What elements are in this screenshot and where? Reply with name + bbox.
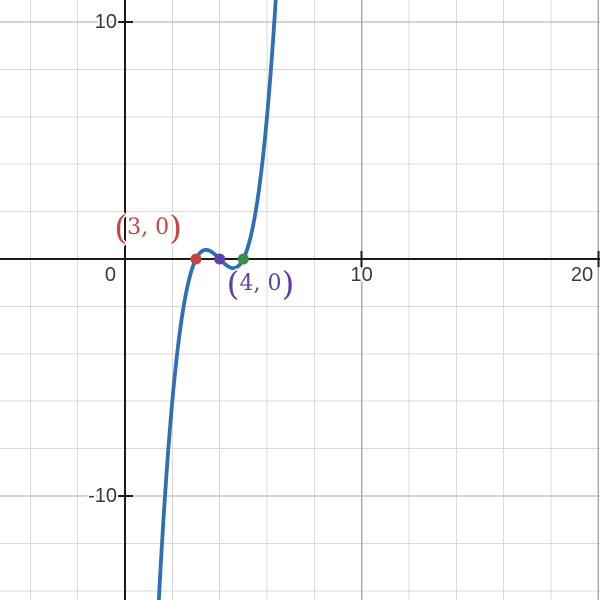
point-label-3-0: (3, 0) <box>114 209 182 247</box>
point-marker-4-0[interactable] <box>214 253 226 265</box>
point-marker-5-0[interactable] <box>237 253 249 265</box>
point-label-paren: ) <box>281 264 295 303</box>
point-label-paren: ) <box>169 208 182 248</box>
x-axis-tick-label-10: 10 <box>350 264 373 286</box>
point-label-paren: ( <box>114 208 128 248</box>
point-label-text: 3, 0 <box>127 215 170 241</box>
point-label-text: 4, 0 <box>239 271 282 297</box>
point-label-4-0: (4, 0) <box>227 265 295 303</box>
point-label-paren: ( <box>226 264 240 303</box>
y-axis-tick-label--10: -10 <box>88 484 117 507</box>
x-axis-tick-label-20: 20 <box>570 264 594 286</box>
y-axis-tick-label-10: 10 <box>94 11 117 34</box>
point-marker-3-0[interactable] <box>190 253 202 265</box>
x-axis-tick-label-0: 0 <box>104 264 116 286</box>
